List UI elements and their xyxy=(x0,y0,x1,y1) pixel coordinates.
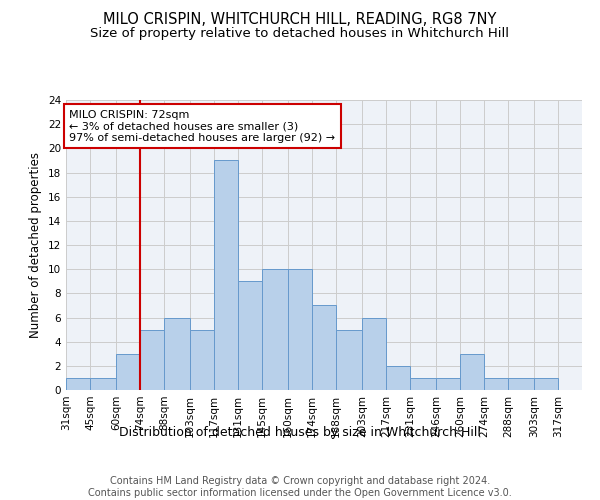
Text: MILO CRISPIN, WHITCHURCH HILL, READING, RG8 7NY: MILO CRISPIN, WHITCHURCH HILL, READING, … xyxy=(103,12,497,28)
Bar xyxy=(410,378,436,390)
Text: Size of property relative to detached houses in Whitchurch Hill: Size of property relative to detached ho… xyxy=(91,28,509,40)
Bar xyxy=(262,269,288,390)
Bar xyxy=(362,318,386,390)
Bar xyxy=(116,354,140,390)
Bar xyxy=(508,378,534,390)
Bar xyxy=(336,330,362,390)
Bar xyxy=(238,281,262,390)
Y-axis label: Number of detached properties: Number of detached properties xyxy=(29,152,43,338)
Text: Distribution of detached houses by size in Whitchurch Hill: Distribution of detached houses by size … xyxy=(119,426,481,439)
Text: MILO CRISPIN: 72sqm
← 3% of detached houses are smaller (3)
97% of semi-detached: MILO CRISPIN: 72sqm ← 3% of detached hou… xyxy=(70,110,335,143)
Bar xyxy=(164,318,190,390)
Bar xyxy=(436,378,460,390)
Bar xyxy=(484,378,508,390)
Bar xyxy=(460,354,484,390)
Bar xyxy=(190,330,214,390)
Text: Contains HM Land Registry data © Crown copyright and database right 2024.
Contai: Contains HM Land Registry data © Crown c… xyxy=(88,476,512,498)
Bar xyxy=(66,378,90,390)
Bar xyxy=(214,160,238,390)
Bar xyxy=(90,378,116,390)
Bar xyxy=(312,306,336,390)
Bar xyxy=(386,366,410,390)
Bar xyxy=(534,378,558,390)
Bar xyxy=(140,330,164,390)
Bar xyxy=(288,269,312,390)
